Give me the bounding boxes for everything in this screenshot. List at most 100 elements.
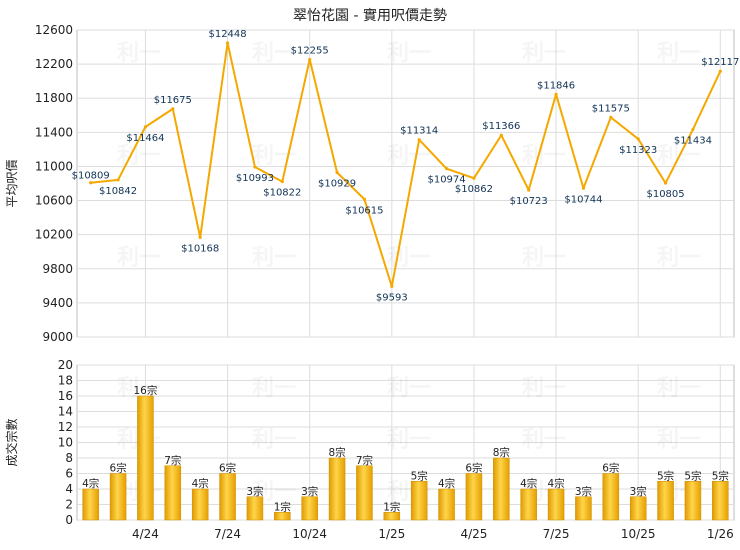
volume-bar	[493, 457, 510, 521]
watermark: 利一	[522, 143, 566, 168]
x-tick-label: 4/25	[460, 527, 487, 541]
price-data-label: $10723	[510, 196, 548, 207]
volume-data-label: 4宗	[547, 477, 564, 490]
watermark: 利一	[117, 41, 161, 66]
price-data-label: $12117	[701, 57, 739, 68]
volume-data-label: 5宗	[684, 469, 701, 482]
watermark: 利一	[387, 428, 431, 453]
volume-bar	[356, 465, 373, 521]
watermark: 利一	[387, 246, 431, 271]
volume-data-label: 6宗	[219, 462, 236, 475]
watermark: 利一	[522, 41, 566, 66]
y-tick-label: 20	[58, 358, 73, 372]
volume-bar	[328, 457, 346, 521]
watermark: 利一	[252, 428, 296, 453]
y-tick-label: 10	[58, 436, 73, 450]
volume-data-label: 4宗	[520, 477, 537, 490]
x-tick-label: 4/24	[132, 527, 159, 541]
volume-data-label: 16宗	[134, 384, 158, 397]
price-line	[90, 41, 722, 288]
volume-data-label: 7宗	[356, 454, 373, 467]
price-point	[116, 178, 120, 182]
price-data-label: $10974	[427, 175, 465, 186]
volume-bar	[547, 488, 565, 521]
volume-bar	[520, 488, 537, 521]
price-data-label: $11575	[592, 103, 630, 114]
watermark: 利一	[252, 376, 296, 401]
volume-bar	[301, 496, 318, 521]
price-point	[89, 181, 93, 185]
volume-bar	[438, 488, 455, 521]
price-data-label: $10929	[318, 178, 356, 189]
price-data-label: $10168	[181, 243, 219, 254]
price-point	[390, 284, 394, 289]
volume-bar	[602, 473, 620, 521]
price-data-label: $11846	[537, 80, 575, 91]
watermark: 利一	[387, 143, 431, 168]
y-tick-label: 10600	[35, 194, 73, 208]
watermark: 利一	[117, 143, 161, 168]
volume-bar	[274, 512, 291, 521]
price-point	[253, 165, 257, 169]
volume-data-label: 8宗	[493, 446, 510, 459]
y-tick-label: 12	[58, 420, 73, 434]
price-point	[198, 235, 202, 239]
price-point	[171, 107, 175, 111]
y-axis-title: 成交宗數	[4, 418, 19, 466]
volume-data-label: 1宗	[274, 500, 291, 513]
x-tick-label: 1/26	[707, 527, 734, 541]
volume-data-label: 5宗	[657, 469, 674, 482]
watermark: 利一	[657, 428, 701, 453]
y-tick-label: 10200	[35, 228, 73, 242]
y-tick-label: 9400	[42, 296, 73, 310]
volume-bar	[383, 512, 401, 521]
price-point	[335, 170, 339, 175]
y-tick-label: 0	[65, 513, 73, 527]
watermark: 利一	[522, 246, 566, 271]
price-point	[581, 186, 586, 190]
watermark: 利一	[522, 428, 566, 453]
price-point	[499, 133, 503, 137]
volume-bar	[164, 465, 182, 521]
watermark: 利一	[387, 376, 431, 401]
price-data-label: $11464	[126, 133, 164, 144]
price-point	[663, 181, 668, 185]
price-data-label: $10862	[455, 184, 493, 195]
price-data-label: $10993	[236, 173, 274, 184]
price-data-label: $10744	[564, 194, 602, 205]
price-data-label: $9593	[376, 292, 408, 303]
price-data-label: $10842	[99, 186, 137, 197]
volume-bar	[575, 496, 592, 521]
volume-bar	[191, 488, 209, 521]
price-point	[444, 167, 449, 171]
y-tick-label: 6	[65, 467, 73, 481]
volume-data-label: 5宗	[411, 469, 428, 482]
y-tick-label: 9000	[42, 330, 73, 344]
y-tick-label: 18	[58, 374, 73, 388]
volume-bar	[137, 395, 154, 521]
price-point	[308, 57, 312, 62]
y-tick-label: 11800	[35, 91, 73, 105]
volume-bar	[82, 488, 99, 521]
watermark: 利一	[657, 41, 701, 66]
volume-bar	[246, 496, 264, 521]
chart-title: 翠怡花園 - 實用呎價走勢	[293, 7, 447, 24]
price-data-label: $10805	[646, 189, 684, 200]
volume-bar	[657, 481, 674, 521]
volume-data-label: 5宗	[712, 469, 729, 482]
watermark: 利一	[657, 376, 701, 401]
price-point	[280, 180, 284, 184]
x-tick-label: 7/24	[214, 527, 241, 541]
x-tick-label: 10/25	[621, 527, 656, 541]
price-point	[691, 127, 695, 132]
price-point	[554, 92, 558, 96]
price-data-label: $11314	[400, 126, 438, 137]
price-point	[362, 197, 367, 201]
volume-data-label: 6宗	[602, 462, 619, 475]
y-tick-label: 11400	[35, 125, 73, 139]
y-tick-label: 8	[65, 451, 73, 465]
volume-bar	[109, 473, 127, 521]
y-axis-title: 平均呎價	[5, 159, 19, 207]
volume-bar	[712, 481, 729, 521]
volume-data-label: 8宗	[328, 446, 345, 459]
